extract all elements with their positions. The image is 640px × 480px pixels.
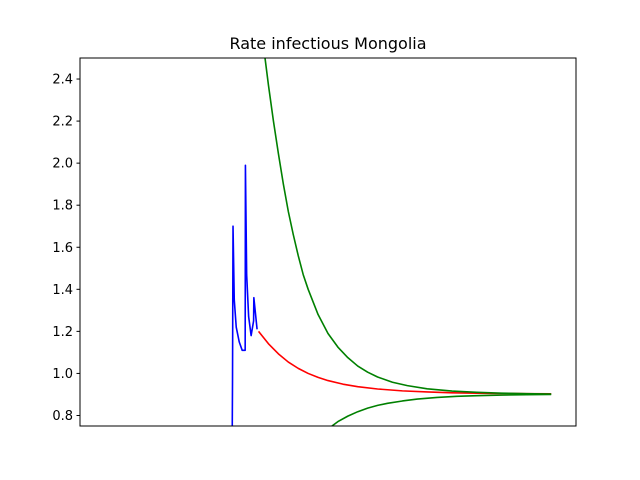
series-line-4 [331, 393, 552, 426]
y-tick-label: 1.6 [52, 241, 73, 256]
y-tick-label: 1.4 [52, 283, 73, 298]
y-tick-label: 2.4 [52, 73, 73, 88]
series-line-3 [264, 58, 552, 395]
y-tick-label: 1.2 [52, 325, 73, 340]
plot-frame [79, 57, 577, 427]
chart-title: Rate infectious Mongolia [229, 34, 426, 53]
series-layer [231, 58, 552, 426]
series-line-1 [231, 164, 258, 426]
y-tick-label: 1.8 [52, 199, 73, 214]
y-tick-label: 0.8 [52, 409, 73, 424]
y-tick-label: 1.0 [52, 367, 73, 382]
y-axis: 0.8 1.0 1.2 1.4 1.6 1.8 2.0 2.2 2.4 [52, 73, 80, 424]
y-tick-label: 2.0 [52, 157, 73, 172]
y-tick-label: 2.2 [52, 115, 73, 130]
